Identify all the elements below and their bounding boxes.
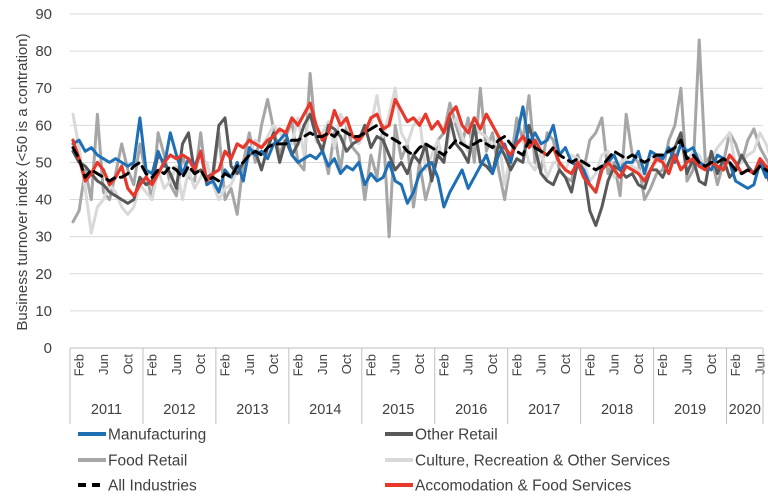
- x-tick-label: Oct: [193, 354, 208, 375]
- x-tick-label: Oct: [120, 354, 135, 375]
- x-year-label: 2015: [382, 402, 414, 418]
- legend-label: Manufacturing: [108, 427, 206, 444]
- x-tick-label: Jun: [461, 354, 476, 375]
- x-tick-label: Feb: [582, 354, 597, 376]
- x-tick-label: Jun: [96, 354, 111, 375]
- y-axis-label: Business turnover index (<50 is a contra…: [14, 33, 31, 330]
- x-tick-label: Feb: [72, 354, 87, 376]
- y-tick-label: 90: [35, 6, 52, 23]
- x-tick-label: Jun: [242, 354, 257, 375]
- x-tick-label: Jun: [169, 354, 184, 375]
- x-tick-label: Jun: [753, 354, 768, 375]
- x-tick-label: Oct: [485, 354, 500, 375]
- x-year-label: 2012: [163, 402, 195, 418]
- x-tick-label: Jun: [388, 354, 403, 375]
- y-tick-label: 50: [35, 154, 52, 171]
- y-tick-label: 40: [35, 192, 52, 209]
- y-axis-ticks: 0 10 20 30 40 50 60 70 80 90: [35, 6, 52, 357]
- y-tick-label: 30: [35, 229, 52, 246]
- series-line-other-retail: [71, 112, 768, 227]
- x-tick-label: Oct: [412, 354, 427, 375]
- x-tick-label: Oct: [631, 354, 646, 375]
- x-year-label: 2016: [455, 402, 487, 418]
- x-year-label: 2020: [729, 402, 761, 418]
- legend-label: Accomodation & Food Services: [415, 478, 631, 495]
- x-tick-label: Feb: [655, 354, 670, 376]
- x-tick-label: Oct: [266, 354, 281, 375]
- series-lines: [71, 38, 768, 239]
- x-tick-label: Feb: [363, 354, 378, 376]
- x-year-label: 2011: [91, 402, 122, 418]
- x-tick-label: Oct: [558, 354, 573, 375]
- x-tick-label: Feb: [218, 354, 233, 376]
- series-line-food-retail: [71, 38, 768, 239]
- legend-label: Other Retail: [415, 427, 498, 444]
- legend: Manufacturing Other Retail Food Retail Cult…: [78, 427, 670, 495]
- y-tick-label: 0: [44, 340, 52, 357]
- x-year-label: 2014: [309, 402, 341, 418]
- y-tick-label: 10: [35, 303, 52, 320]
- x-year-label: 2019: [674, 402, 706, 418]
- x-tick-label: Feb: [145, 354, 160, 376]
- legend-label: All Industries: [108, 478, 197, 495]
- y-tick-label: 70: [35, 80, 52, 97]
- x-tick-label: Feb: [291, 354, 306, 376]
- x-year-label: 2013: [236, 402, 268, 418]
- legend-label: Food Retail: [108, 453, 187, 470]
- x-tick-label: Oct: [339, 354, 354, 375]
- legend-label: Culture, Recreation & Other Services: [415, 453, 670, 470]
- x-year-label: 2018: [601, 402, 633, 418]
- x-tick-label: Feb: [436, 354, 451, 376]
- x-tick-label: Feb: [509, 354, 524, 376]
- x-tick-label: Oct: [704, 354, 719, 375]
- x-tick-label: Jun: [607, 354, 622, 375]
- series-line-all-industries: [71, 123, 768, 183]
- x-tick-label: Jun: [680, 354, 695, 375]
- x-tick-label: Jun: [315, 354, 330, 375]
- y-tick-label: 60: [35, 117, 52, 134]
- x-year-label: 2017: [528, 402, 560, 418]
- y-tick-label: 20: [35, 266, 52, 283]
- x-tick-label: Jun: [534, 354, 549, 375]
- x-axis: Feb Jun Oct 2011 Feb Jun Oct 2012 Feb Jun Oct 2013 F…: [69, 347, 768, 424]
- x-tick-label: Feb: [728, 354, 743, 376]
- y-tick-label: 80: [35, 43, 52, 60]
- series-line-accomodation-food-services: [71, 97, 768, 198]
